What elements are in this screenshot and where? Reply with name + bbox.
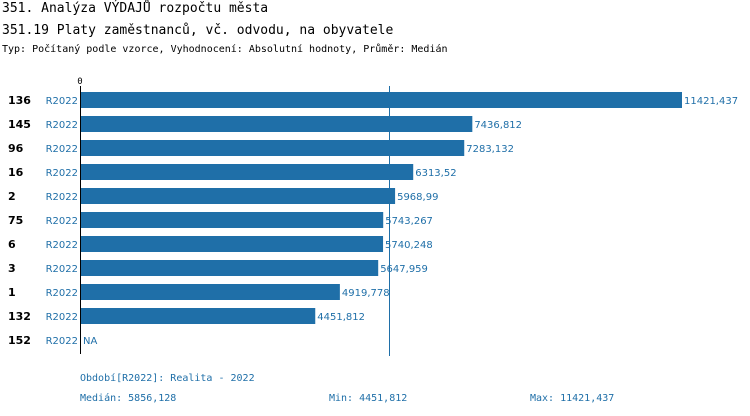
bar-value-label: 4451,812 — [317, 312, 365, 323]
row-id-label: 152 — [8, 334, 31, 347]
row-id-label: 1 — [8, 286, 16, 299]
row-id-label: 96 — [8, 142, 24, 155]
footer-period: Období[R2022]: Realita - 2022 — [80, 373, 255, 384]
bar-value-label: 4919,778 — [342, 288, 390, 299]
row-period-label: R2022 — [46, 120, 78, 131]
bar — [81, 116, 473, 132]
row-period-label: R2022 — [46, 216, 78, 227]
row-id-label: 75 — [8, 214, 23, 227]
bar — [81, 140, 465, 156]
bar-value-label: 7436,812 — [474, 120, 522, 131]
row-id-label: 132 — [8, 310, 31, 323]
bar — [81, 284, 340, 300]
row-id-label: 136 — [8, 94, 31, 107]
row-id-label: 3 — [8, 262, 16, 275]
row-id-label: 16 — [8, 166, 24, 179]
bar-value-label: 5968,99 — [397, 192, 438, 203]
bar — [81, 308, 316, 324]
bar-value-label: 6313,52 — [415, 168, 456, 179]
bar — [81, 188, 396, 204]
row-period-label: R2022 — [46, 288, 78, 299]
bar — [81, 92, 682, 108]
chart-subtitle: 351.19 Platy zaměstnanců, vč. odvodu, na… — [2, 23, 394, 38]
page-title: 351. Analýza VÝDAJŮ rozpočtu města — [2, 1, 269, 16]
row-period-label: R2022 — [46, 144, 78, 155]
row-period-label: R2022 — [46, 264, 78, 275]
chart-info: Typ: Počítaný podle vzorce, Vyhodnocení:… — [2, 44, 448, 55]
bar — [81, 212, 384, 228]
footer-max: Max: 11421,437 — [530, 393, 615, 404]
row-period-label: R2022 — [46, 192, 78, 203]
row-id-label: 145 — [8, 118, 31, 131]
row-id-label: 6 — [8, 238, 16, 251]
bar — [81, 260, 379, 276]
row-period-label: R2022 — [46, 240, 78, 251]
bar — [81, 236, 384, 252]
bar-value-label: 5743,267 — [385, 216, 433, 227]
bar-value-label: 7283,132 — [466, 144, 514, 155]
footer-median: Medián: 5856,128 — [80, 393, 177, 404]
row-id-label: 2 — [8, 190, 16, 203]
row-period-label: R2022 — [46, 96, 78, 107]
bar-value-label: 11421,437 — [684, 96, 738, 107]
bar-value-label: 5647,959 — [380, 264, 428, 275]
bar-value-label: 5740,248 — [385, 240, 433, 251]
bar-value-label: NA — [83, 336, 97, 347]
footer-min: Min: 4451,812 — [329, 393, 408, 404]
bar — [81, 164, 414, 180]
row-period-label: R2022 — [46, 168, 78, 179]
x-tick-label: 0 — [77, 77, 82, 87]
row-period-label: R2022 — [46, 312, 78, 323]
row-period-label: R2022 — [46, 336, 78, 347]
